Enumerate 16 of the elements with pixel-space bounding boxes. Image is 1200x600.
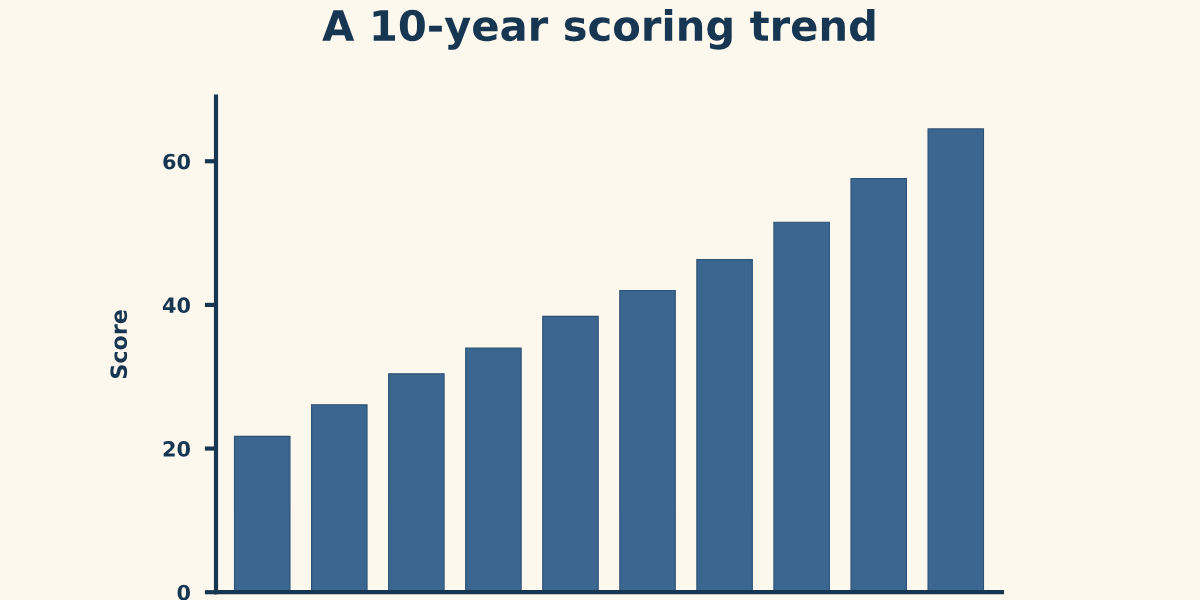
y-tick-label: 20 (163, 441, 190, 457)
bar (619, 289, 676, 593)
bar (388, 373, 445, 593)
bar (773, 221, 830, 593)
bar (310, 404, 368, 593)
y-tick-label: 60 (163, 153, 190, 170)
bar (465, 347, 522, 593)
y-tick-label: 0 (177, 584, 190, 600)
y-axis-title: Score (110, 310, 128, 379)
bar (850, 177, 908, 593)
y-tick-label: 40 (162, 297, 190, 314)
bar (542, 315, 599, 593)
bar (927, 128, 985, 593)
bar (696, 259, 753, 593)
bar (233, 435, 291, 593)
chart-title: A 10-year scoring trend (322, 9, 875, 50)
